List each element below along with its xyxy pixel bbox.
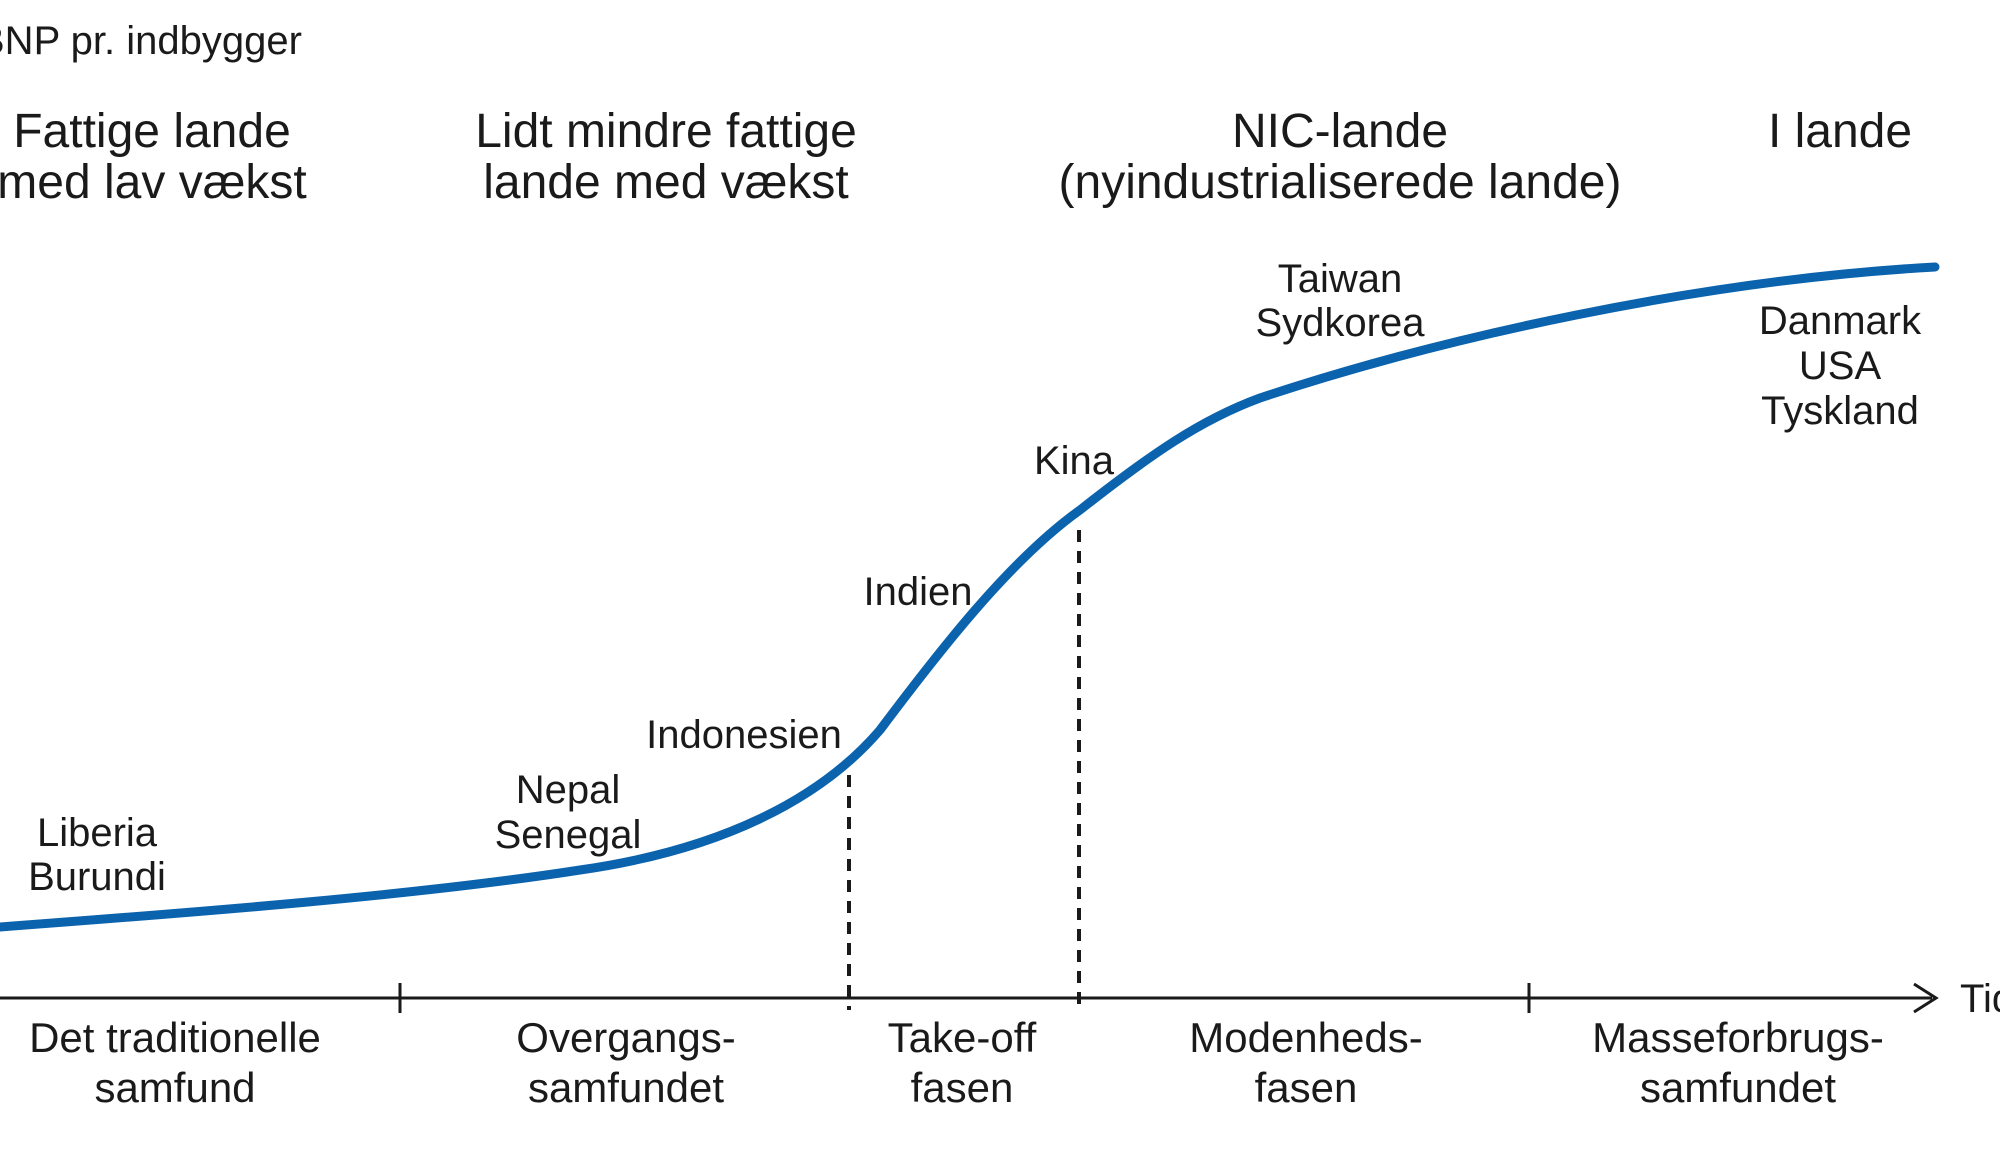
heading-nic-line2: (nyindustrialiserede lande) <box>1059 156 1622 209</box>
label-kina: Kina <box>1034 439 1115 483</box>
label-usa: USA <box>1799 344 1882 388</box>
label-indonesien: Indonesien <box>646 713 842 757</box>
label-senegal: Senegal <box>495 813 642 857</box>
country-labels: Liberia Burundi Nepal Senegal Indonesien… <box>28 257 1922 899</box>
label-nepal: Nepal <box>516 768 621 812</box>
time-axis: Tid <box>0 977 2000 1021</box>
stage-massconsumption-line1: Masseforbrugs- <box>1592 1014 1884 1061</box>
label-indien: Indien <box>864 570 973 614</box>
label-liberia: Liberia <box>37 811 158 855</box>
growth-curve <box>0 262 1940 932</box>
label-sydkorea: Sydkorea <box>1256 301 1426 345</box>
label-taiwan: Taiwan <box>1278 257 1403 301</box>
stage-maturity-line2: fasen <box>1255 1064 1358 1111</box>
stage-labels: Det traditionelle samfund Overgangs- sam… <box>29 1014 1884 1111</box>
heading-poor-line1: Fattige lande <box>13 105 291 158</box>
stage-transition-line1: Overgangs- <box>516 1014 735 1061</box>
heading-developed: I lande <box>1768 105 1912 158</box>
stage-transition-line2: samfundet <box>528 1064 724 1111</box>
stage-maturity-line1: Modenheds- <box>1189 1014 1422 1061</box>
x-axis-label: Tid <box>1960 977 2000 1021</box>
heading-poor-line2: med lav vækst <box>0 156 307 209</box>
stage-takeoff-line1: Take-off <box>888 1014 1037 1061</box>
group-headings: Fattige lande med lav vækst Lidt mindre … <box>0 105 1912 209</box>
stage-takeoff-line2: fasen <box>911 1064 1014 1111</box>
label-danmark: Danmark <box>1759 299 1922 343</box>
label-tyskland: Tyskland <box>1761 389 1919 433</box>
time-axis-arrowhead <box>1913 982 1939 1014</box>
stage-traditional-line1: Det traditionelle <box>29 1014 321 1061</box>
heading-less-poor-line2: lande med vækst <box>483 156 849 209</box>
heading-less-poor-line1: Lidt mindre fattige <box>475 105 857 158</box>
stage-traditional-line2: samfund <box>94 1064 255 1111</box>
heading-nic-line1: NIC-lande <box>1232 105 1448 158</box>
y-axis-label: BNP pr. indbygger <box>0 19 302 63</box>
stage-massconsumption-line2: samfundet <box>1640 1064 1836 1111</box>
label-burundi: Burundi <box>28 855 166 899</box>
